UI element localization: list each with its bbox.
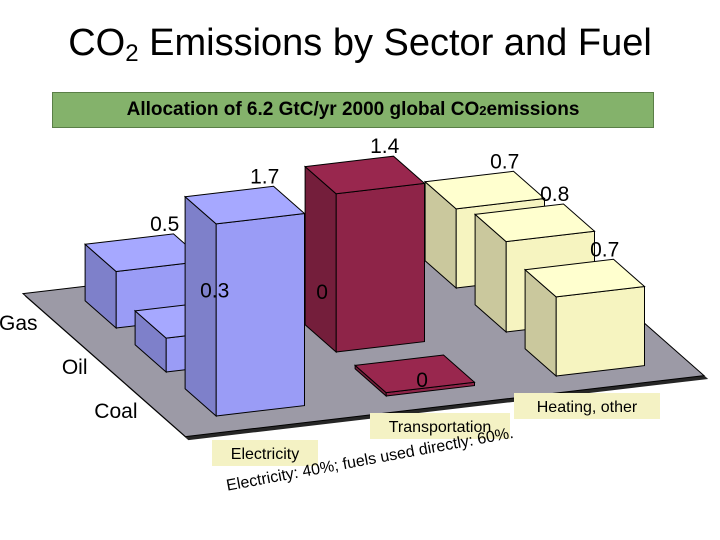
value-label-electricity-gas: 0.5 bbox=[150, 213, 179, 236]
value-label-heating-coal: 0.7 bbox=[590, 238, 619, 261]
bar-transportation-oil-side bbox=[304, 165, 337, 354]
bar-heating-coal-top bbox=[523, 258, 646, 298]
chart-title: CO2 Emissions by Sector and Fuel bbox=[68, 22, 652, 67]
col-label-box-heating bbox=[514, 393, 660, 419]
value-label-heating-gas: 0.7 bbox=[490, 150, 519, 173]
col-label-transportation: Transportation bbox=[389, 419, 492, 436]
chart-subtitle: Allocation of 6.2 GtC/yr 2000 global CO 2… bbox=[52, 92, 654, 128]
bar-electricity-gas-top bbox=[83, 233, 206, 273]
value-label-transportation-coal: 0 bbox=[416, 369, 428, 392]
col-label-heating: Heating, other bbox=[537, 399, 638, 416]
bar-transportation-oil-front bbox=[335, 182, 425, 353]
value-label-heating-oil: 0.8 bbox=[540, 183, 569, 206]
value-label-transportation-gas: 0 bbox=[316, 281, 328, 304]
col-label-box-transportation bbox=[370, 413, 510, 439]
bar-heating-coal-front bbox=[555, 285, 645, 377]
bar-electricity-coal-side bbox=[184, 195, 217, 418]
row-label-gas: Gas bbox=[0, 312, 38, 335]
row-label-coal: Coal bbox=[94, 400, 137, 423]
value-label-electricity-coal: 1.7 bbox=[250, 165, 279, 188]
bar-heating-gas-top bbox=[423, 170, 546, 210]
bar-transportation-coal-top bbox=[353, 354, 476, 394]
row-label-oil: Oil bbox=[62, 356, 88, 379]
bar-electricity-coal-top bbox=[183, 185, 306, 225]
bar-transportation-oil-top bbox=[303, 155, 426, 195]
value-label-electricity-oil: 0.3 bbox=[200, 280, 229, 303]
bar-heating-oil-top bbox=[473, 203, 596, 243]
col-label-box-electricity bbox=[212, 440, 318, 466]
bar-electricity-coal-front bbox=[215, 212, 305, 417]
value-label-transportation-oil: 1.4 bbox=[370, 135, 400, 158]
col-label-electricity: Electricity bbox=[231, 446, 299, 463]
